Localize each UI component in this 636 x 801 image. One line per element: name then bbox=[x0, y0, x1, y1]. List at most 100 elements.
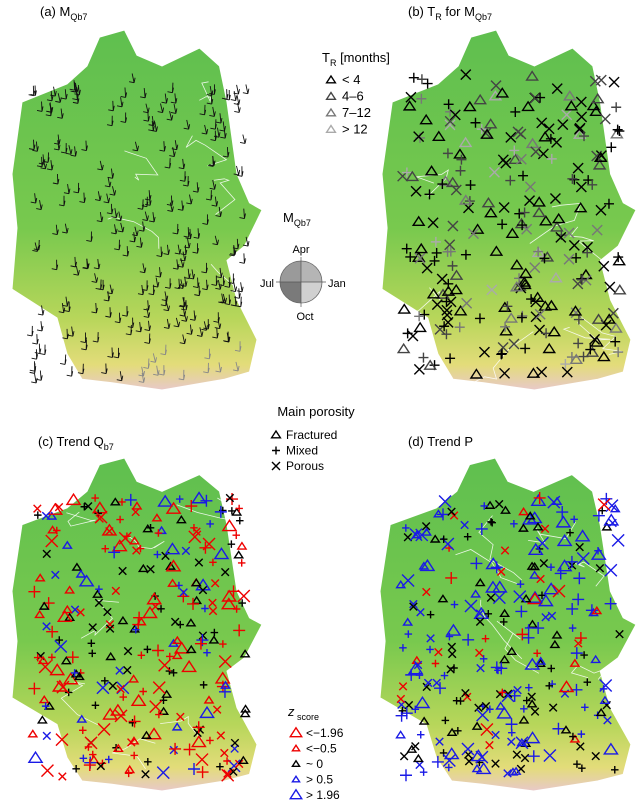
arrow-marker bbox=[101, 363, 108, 374]
triangle-marker bbox=[473, 93, 487, 105]
plus-marker bbox=[183, 743, 196, 756]
plus-marker bbox=[155, 710, 163, 719]
cross-marker bbox=[503, 769, 512, 778]
triangle-marker bbox=[432, 509, 444, 518]
cross-marker bbox=[460, 69, 472, 81]
cross-marker bbox=[398, 682, 408, 691]
plus-marker bbox=[152, 644, 165, 657]
cross-marker bbox=[42, 549, 52, 559]
plus-marker bbox=[474, 313, 485, 324]
triangle-marker bbox=[167, 578, 178, 587]
triangle-marker bbox=[171, 650, 183, 660]
plus-marker bbox=[447, 260, 458, 271]
triangle-marker bbox=[112, 743, 124, 752]
triangle-marker bbox=[538, 130, 552, 142]
plus-marker bbox=[88, 750, 97, 759]
cross-marker bbox=[548, 703, 558, 712]
triangle-marker bbox=[556, 559, 573, 572]
clock-axes bbox=[276, 257, 326, 307]
arrow-marker bbox=[104, 177, 112, 188]
plus-marker bbox=[137, 651, 146, 660]
plus-marker bbox=[55, 636, 64, 644]
plus-marker bbox=[159, 696, 168, 705]
cross-marker bbox=[575, 542, 584, 552]
cross-marker bbox=[216, 731, 226, 740]
plus-marker bbox=[130, 751, 138, 760]
plus-marker bbox=[574, 632, 587, 645]
plus-marker bbox=[533, 491, 546, 504]
plus-marker bbox=[577, 730, 586, 738]
arrow-marker bbox=[160, 344, 167, 356]
arrow-marker bbox=[156, 246, 163, 258]
triangle-marker bbox=[436, 288, 450, 299]
arrow-marker bbox=[183, 119, 191, 130]
arrow-marker bbox=[211, 196, 219, 207]
arrow-marker bbox=[132, 141, 139, 152]
arrow-marker bbox=[233, 84, 240, 95]
plus-marker bbox=[124, 493, 137, 506]
arrow-marker bbox=[178, 297, 186, 308]
cross-marker bbox=[530, 146, 542, 158]
arrow-marker bbox=[141, 196, 149, 208]
triangle-marker bbox=[524, 511, 536, 520]
arrow-marker bbox=[163, 301, 170, 312]
triangle-marker bbox=[518, 506, 529, 516]
plus-marker bbox=[578, 764, 586, 772]
cross-marker bbox=[551, 83, 563, 95]
arrow-marker bbox=[52, 224, 59, 235]
plus-marker bbox=[454, 322, 465, 333]
arrow-marker bbox=[173, 317, 181, 328]
triangle-marker bbox=[471, 721, 483, 730]
plus-marker bbox=[190, 524, 198, 532]
arrow-marker bbox=[170, 93, 178, 104]
plus-marker bbox=[566, 602, 579, 615]
cross-marker bbox=[208, 606, 218, 616]
text-segment: Qb7 bbox=[70, 12, 87, 22]
arrow-marker bbox=[46, 90, 54, 102]
cross-marker bbox=[530, 707, 540, 716]
plus-marker bbox=[598, 506, 606, 515]
plus-marker bbox=[470, 557, 483, 570]
triangle-marker bbox=[137, 563, 149, 573]
triangle-marker bbox=[470, 589, 482, 598]
cross-marker bbox=[515, 128, 527, 140]
plus-marker bbox=[223, 757, 231, 765]
arrow-marker bbox=[36, 200, 43, 210]
cross-marker bbox=[401, 574, 415, 588]
triangle-marker bbox=[414, 696, 431, 709]
arrow-marker bbox=[192, 182, 200, 193]
cross-marker bbox=[399, 752, 409, 761]
arrow-marker bbox=[94, 191, 102, 202]
cross-marker bbox=[513, 590, 527, 604]
triangle-marker bbox=[527, 619, 538, 628]
plus-marker bbox=[83, 759, 96, 772]
arrow-marker bbox=[36, 101, 44, 112]
cross-marker bbox=[505, 131, 517, 143]
triangle-marker bbox=[175, 515, 187, 524]
plus-marker bbox=[401, 167, 412, 178]
clock-sector bbox=[280, 261, 301, 282]
plus-marker bbox=[124, 769, 133, 778]
triangle-marker bbox=[151, 513, 163, 522]
cross-marker bbox=[70, 605, 80, 614]
arrow-marker bbox=[80, 332, 87, 343]
cross-marker bbox=[536, 117, 548, 129]
arrow-marker bbox=[199, 104, 207, 116]
cross-marker bbox=[156, 766, 170, 780]
plus-marker bbox=[437, 508, 450, 521]
plus-marker bbox=[418, 352, 429, 363]
cross-marker bbox=[76, 608, 85, 617]
plus-marker bbox=[516, 580, 525, 588]
plus-marker bbox=[480, 502, 488, 510]
arrow-marker bbox=[30, 193, 38, 204]
arrow-marker bbox=[163, 244, 170, 256]
plus-marker bbox=[405, 251, 416, 262]
arrow-marker bbox=[135, 322, 143, 333]
triangle-marker bbox=[603, 513, 620, 526]
plus-marker bbox=[48, 653, 56, 662]
arrow-marker bbox=[129, 73, 136, 84]
plus-marker bbox=[519, 207, 530, 218]
triangle-marker bbox=[556, 533, 573, 547]
triangle-marker bbox=[124, 764, 136, 774]
